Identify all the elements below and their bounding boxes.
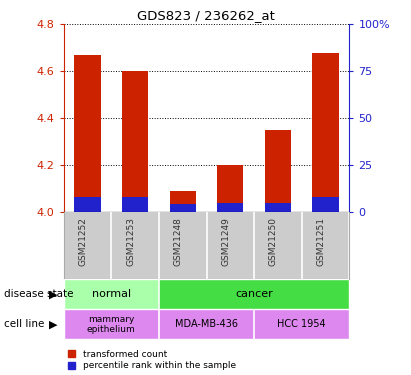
Text: cell line: cell line: [4, 320, 44, 329]
Text: GSM21253: GSM21253: [126, 217, 135, 266]
Text: ▶: ▶: [49, 320, 58, 329]
Bar: [74, 55, 101, 212]
Text: MDA-MB-436: MDA-MB-436: [175, 320, 238, 329]
Text: GSM21248: GSM21248: [174, 217, 183, 266]
Text: GSM21249: GSM21249: [222, 217, 230, 266]
Bar: [122, 197, 148, 212]
Text: ▶: ▶: [49, 290, 58, 299]
Text: GSM21250: GSM21250: [269, 217, 278, 266]
Bar: [312, 53, 339, 212]
Bar: [170, 191, 196, 212]
Bar: [159, 309, 254, 339]
Bar: [217, 202, 243, 212]
Bar: [170, 204, 196, 212]
Bar: [122, 71, 148, 212]
Text: disease state: disease state: [4, 290, 74, 299]
Bar: [74, 197, 101, 212]
Text: cancer: cancer: [235, 290, 273, 299]
Text: mammary
epithelium: mammary epithelium: [87, 315, 136, 334]
Bar: [217, 165, 243, 212]
Text: GSM21251: GSM21251: [316, 217, 326, 266]
Bar: [64, 279, 159, 309]
Bar: [64, 309, 159, 339]
Text: GDS823 / 236262_at: GDS823 / 236262_at: [136, 9, 275, 22]
Bar: [265, 130, 291, 212]
Text: HCC 1954: HCC 1954: [277, 320, 326, 329]
Bar: [159, 279, 349, 309]
Bar: [254, 309, 349, 339]
Text: GSM21252: GSM21252: [79, 217, 88, 266]
Text: normal: normal: [92, 290, 131, 299]
Legend: transformed count, percentile rank within the sample: transformed count, percentile rank withi…: [68, 350, 236, 370]
Bar: [265, 202, 291, 212]
Bar: [312, 197, 339, 212]
